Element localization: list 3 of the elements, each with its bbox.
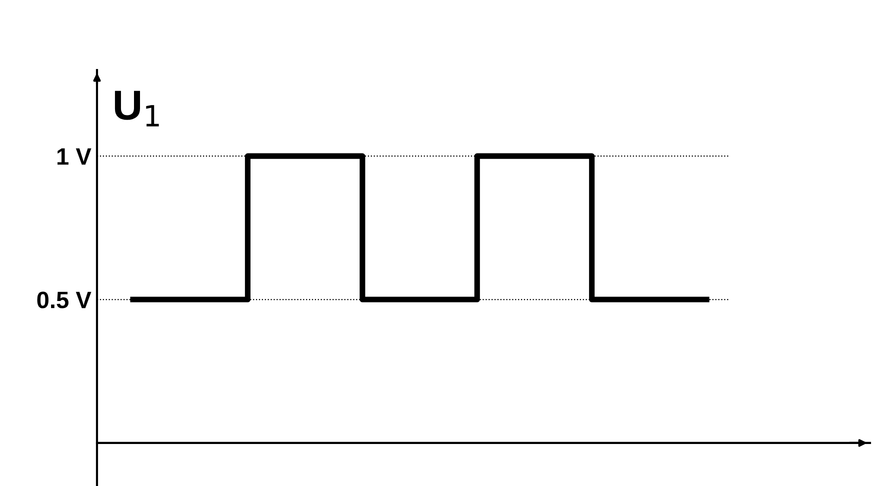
y-tick-label: 1 V [57, 148, 92, 165]
y-axis-title: U$_{1}$ [114, 90, 159, 126]
y-tick-label: 0.5 V [37, 292, 92, 308]
